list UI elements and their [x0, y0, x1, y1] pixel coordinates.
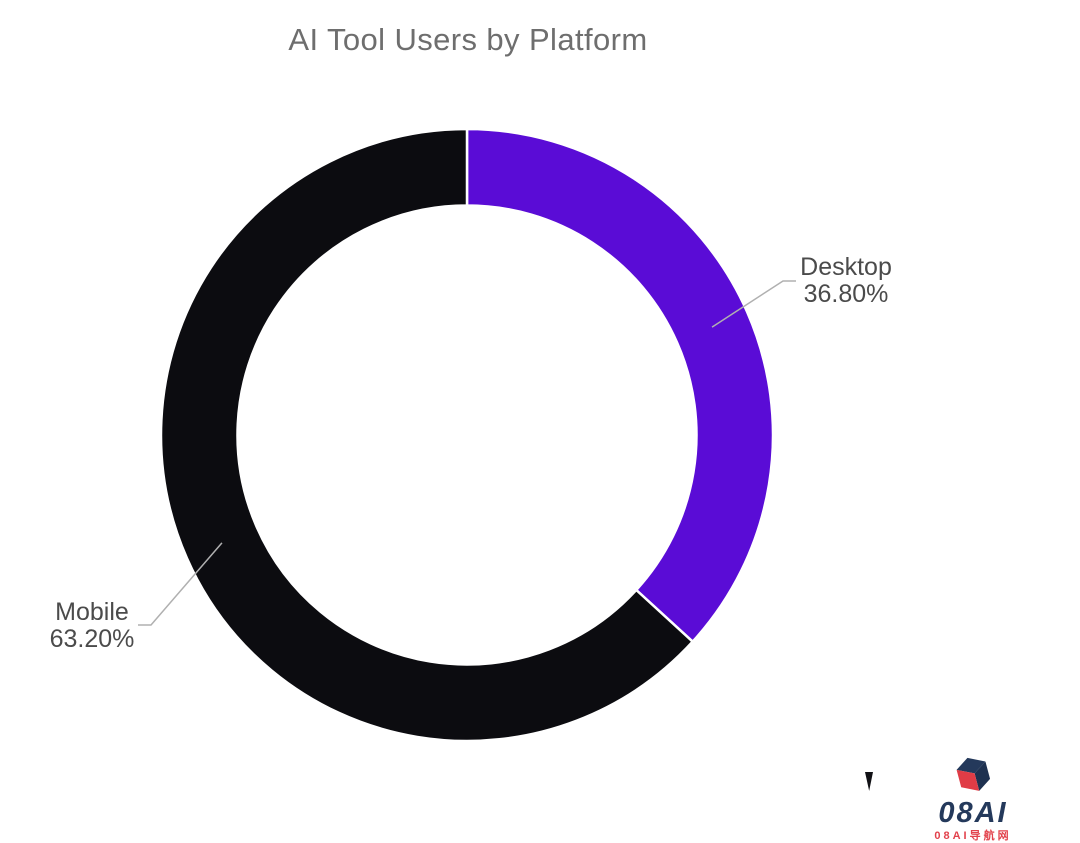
- brand-text: 08AI: [938, 797, 1008, 829]
- leader-line-desktop: [711, 280, 796, 328]
- slice-label-mobile-value: 63.20%: [49, 625, 135, 653]
- donut-slice-mobile: [159, 127, 695, 743]
- cube-icon: [956, 757, 991, 791]
- slice-label-desktop-value: 36.80%: [803, 280, 889, 308]
- cube-top-face: [956, 757, 986, 774]
- cropped-glyph-artifact: [865, 772, 873, 791]
- cube-right-face: [974, 761, 991, 791]
- cube-left-face: [956, 769, 980, 791]
- slice-label-desktop-name: Desktop: [800, 253, 892, 281]
- leader-line-mobile: [138, 542, 223, 626]
- slice-label-desktop: Desktop 36.80%: [794, 254, 898, 308]
- watermark-logo: 08AI 08AI导航网: [892, 754, 1054, 842]
- slice-label-mobile: Mobile 63.20%: [38, 599, 146, 653]
- slice-label-mobile-name: Mobile: [55, 598, 129, 626]
- chart-title: AI Tool Users by Platform: [288, 22, 648, 57]
- brand-tagline: 08AI导航网: [934, 830, 1012, 842]
- donut-slice-desktop: [465, 127, 775, 644]
